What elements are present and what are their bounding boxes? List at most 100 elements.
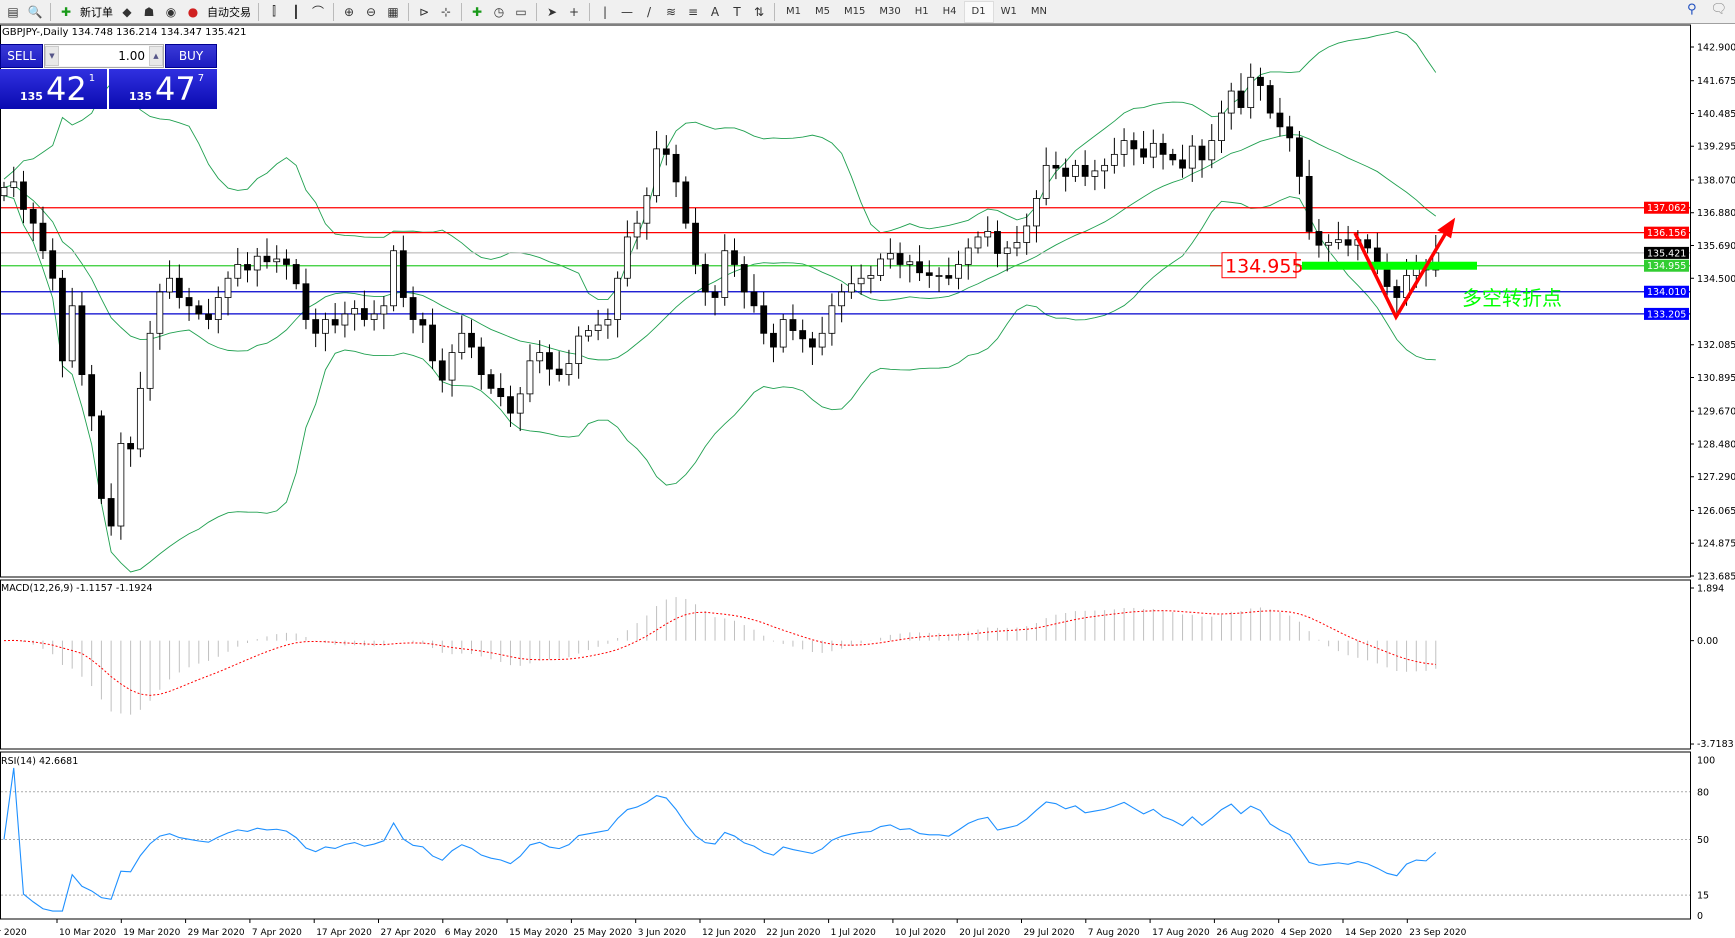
buy-button[interactable]: BUY <box>165 44 217 68</box>
navigator-icon[interactable]: ☗ <box>143 4 155 19</box>
timeframe-m1[interactable]: M1 <box>786 6 801 17</box>
chat-icon[interactable]: 🗨 <box>1710 2 1727 17</box>
signals-icon[interactable]: ◉ <box>165 4 177 19</box>
timeframe-d1[interactable]: D1 <box>963 0 994 23</box>
timeframe-w1[interactable]: W1 <box>1000 6 1017 17</box>
text-icon[interactable]: A <box>710 4 720 19</box>
candle <box>1003 241 1011 272</box>
candle <box>838 283 846 323</box>
candle-body <box>857 277 865 285</box>
candle <box>594 309 602 341</box>
search-icon[interactable]: ⚲ <box>1686 2 1697 17</box>
crosshair-icon[interactable]: + <box>568 4 580 19</box>
auto-trading-icon[interactable]: ● <box>187 4 199 19</box>
buy-price-pips: 47 <box>154 70 196 108</box>
timeframe-mn[interactable]: MN <box>1030 6 1047 17</box>
price-tick-label: 128.480 <box>1697 439 1735 450</box>
candle <box>127 436 135 467</box>
candle <box>1227 82 1235 130</box>
candle-body <box>945 275 953 279</box>
increase-lot-button[interactable]: ▲ <box>149 46 163 66</box>
timeframe-h1[interactable]: H1 <box>914 6 929 17</box>
arrows-icon[interactable]: ⇅ <box>753 4 765 19</box>
timeframe-m15[interactable]: M15 <box>844 6 866 17</box>
candle-body <box>166 277 173 293</box>
toolbar-separator <box>536 2 537 21</box>
candle-body <box>390 250 398 307</box>
horizontal-line-icon[interactable]: — <box>621 4 633 19</box>
lot-size-input[interactable]: 1.00 <box>59 46 149 66</box>
annotation-price-box <box>1221 252 1297 279</box>
periods-icon[interactable]: ◷ <box>493 4 505 19</box>
indicators-icon[interactable]: ✚ <box>471 4 483 19</box>
timeframe-h4[interactable]: H4 <box>942 6 957 17</box>
candle <box>1140 130 1147 165</box>
candle <box>88 364 96 432</box>
price-tick-label: 141.675 <box>1697 76 1735 87</box>
cursor-icon[interactable]: ➤ <box>546 4 558 19</box>
candle-body <box>760 305 768 334</box>
candle-body <box>1364 239 1371 249</box>
metaeditor-icon[interactable]: ◆ <box>122 4 132 19</box>
macd-tick-label: -3.7183 <box>1697 739 1734 750</box>
candlestick-icon[interactable]: ┃ <box>292 4 300 19</box>
candle-body <box>438 360 446 381</box>
candle <box>1393 279 1401 316</box>
decrease-lot-button[interactable]: ▼ <box>45 46 59 66</box>
candle <box>604 308 612 339</box>
autoscroll-icon[interactable]: ⊳ <box>418 4 430 19</box>
candle <box>1101 158 1109 189</box>
price-tick-label: 134.500 <box>1697 274 1735 285</box>
zoom-out-icon[interactable]: ⊖ <box>365 4 377 19</box>
candle <box>1296 130 1303 195</box>
candle-body <box>185 297 193 307</box>
candle-body <box>88 374 96 417</box>
candle <box>809 331 816 365</box>
zoom-in-icon[interactable]: ⊕ <box>343 4 355 19</box>
one-click-trading-panel: SELL ▼ 1.00 ▲ BUY 135 42 1 135 47 7 <box>0 44 218 109</box>
chart-shift-icon[interactable]: ⊹ <box>440 4 452 19</box>
tile-windows-icon[interactable]: ▦ <box>387 4 399 19</box>
candle-body <box>302 283 310 320</box>
candle-body <box>195 305 203 315</box>
trendline-icon[interactable]: / <box>646 4 652 19</box>
price-tag <box>1644 246 1689 259</box>
text-label-icon[interactable]: T <box>733 4 741 19</box>
timeframe-m30[interactable]: M30 <box>879 6 901 17</box>
lot-size-stepper[interactable]: ▼ 1.00 ▲ <box>44 44 164 68</box>
candle-body <box>29 209 37 224</box>
candle-body <box>1101 164 1109 172</box>
candle-body <box>779 319 787 348</box>
timeframe-m5[interactable]: M5 <box>815 6 830 17</box>
date-label: 19 Mar 2020 <box>123 928 180 938</box>
buy-price-fraction: 7 <box>197 73 205 84</box>
date-label: 1 Jul 2020 <box>831 928 876 938</box>
candle-body <box>799 330 807 340</box>
sell-price[interactable]: 135 42 1 <box>0 69 107 109</box>
buy-price[interactable]: 135 47 7 <box>109 69 217 109</box>
templates-icon[interactable]: ▭ <box>515 4 527 19</box>
candle <box>360 290 368 327</box>
bar-chart-icon[interactable]: ⫿ <box>272 4 276 18</box>
fibo-fan-icon[interactable]: ≡ <box>687 4 699 19</box>
new-order-button[interactable]: 新订单 <box>80 5 113 19</box>
line-chart-icon[interactable]: ⌒ <box>311 5 324 19</box>
candle-body <box>623 236 631 279</box>
sell-button[interactable]: SELL <box>0 44 43 68</box>
fibonacci-icon[interactable]: ≋ <box>665 4 677 19</box>
candle-body <box>974 236 982 249</box>
profiles-icon[interactable]: 🔍 <box>27 4 43 19</box>
candle <box>721 234 729 306</box>
candle-body <box>1023 225 1031 243</box>
new-chart-icon[interactable]: ▤ <box>7 4 19 19</box>
candle-body <box>1315 231 1323 246</box>
candle <box>701 253 709 306</box>
candle-body <box>633 222 641 238</box>
vertical-line-icon[interactable]: | <box>602 4 608 19</box>
candle-body <box>692 222 699 265</box>
candle <box>546 344 553 386</box>
candle-body <box>838 291 846 307</box>
auto-trading-button[interactable]: 自动交易 <box>207 5 251 19</box>
new-order-icon[interactable]: ✚ <box>60 4 72 19</box>
